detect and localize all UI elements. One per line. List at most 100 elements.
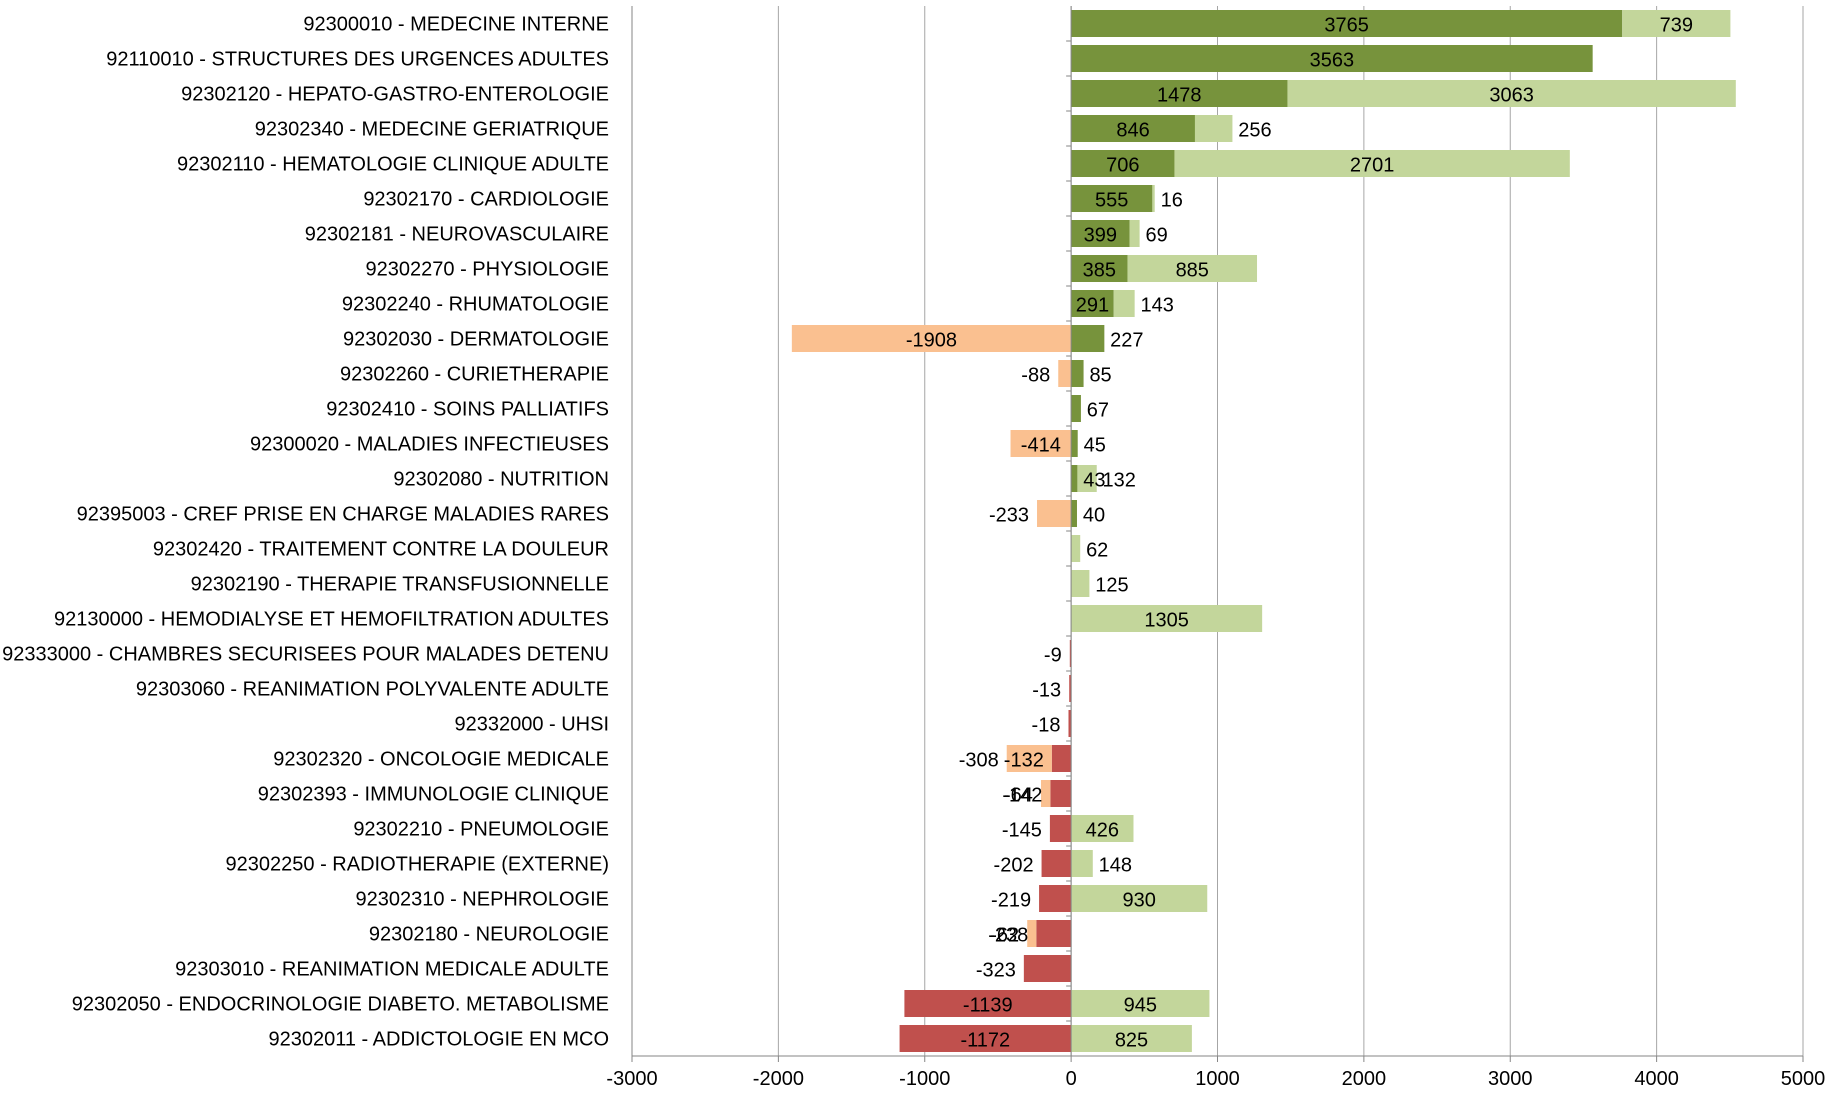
bar-series-1 bbox=[1071, 80, 1288, 107]
bar-series-2 bbox=[1077, 465, 1097, 492]
axis-layer: -3000 -2000 -1000 0 1000 2000 3000 4000 5000 bbox=[606, 6, 1825, 1090]
data-label: 1305 bbox=[1144, 610, 1189, 632]
category-label: 92302180 - NEUROLOGIE bbox=[369, 924, 609, 946]
category-label: 92302110 - HEMATOLOGIE CLINIQUE ADULTE bbox=[177, 154, 609, 176]
bar-series-1 bbox=[1071, 45, 1593, 72]
bar-series-2 bbox=[1058, 360, 1072, 387]
data-label: 69 bbox=[1146, 225, 1168, 247]
data-label: 555 bbox=[1095, 190, 1128, 212]
bar-series-2 bbox=[1194, 115, 1233, 142]
data-label: -1908 bbox=[906, 330, 957, 352]
bar-series-2 bbox=[1006, 745, 1052, 772]
category-label: 92300020 - MALADIES INFECTIEUSES bbox=[250, 434, 609, 456]
bar-series-1 bbox=[1071, 395, 1081, 422]
data-label: -132 bbox=[1004, 750, 1044, 772]
bar-series-1 bbox=[1071, 325, 1105, 352]
bar-series-2 bbox=[1071, 850, 1093, 877]
x-tick-label: 3000 bbox=[1488, 1068, 1533, 1090]
bar-series-1 bbox=[1041, 850, 1072, 877]
category-label: 92302011 - ADDICTOLOGIE EN MCO bbox=[269, 1029, 610, 1051]
data-label: -1139 bbox=[963, 995, 1013, 1017]
x-tick-label: 2000 bbox=[1342, 1068, 1387, 1090]
bar-series-2 bbox=[1287, 80, 1736, 107]
bar-series-2 bbox=[1622, 10, 1731, 37]
category-label: 92302120 - HEPATO-GASTRO-ENTEROLOGIE bbox=[181, 84, 609, 106]
data-label: 706 bbox=[1106, 155, 1139, 177]
data-label: 846 bbox=[1116, 120, 1149, 142]
bar-series-1 bbox=[1039, 885, 1072, 912]
data-label: 3765 bbox=[1324, 15, 1369, 37]
category-label: 92110010 - STRUCTURES DES URGENCES ADULT… bbox=[106, 49, 609, 71]
category-label: 92395003 - CREF PRISE EN CHARGE MALADIES… bbox=[77, 504, 609, 526]
data-label: 885 bbox=[1176, 260, 1209, 282]
data-label: 148 bbox=[1099, 855, 1132, 877]
bar-series-1 bbox=[1051, 745, 1072, 772]
data-label: 85 bbox=[1089, 365, 1111, 387]
category-label: 92302310 - NEPHROLOGIE bbox=[356, 889, 609, 911]
category-label: 92302181 - NEUROVASCULAIRE bbox=[305, 224, 609, 246]
x-tick-label: -2000 bbox=[753, 1068, 804, 1090]
category-label: 92302393 - IMMUNOLOGIE CLINIQUE bbox=[258, 784, 609, 806]
category-label: 92300010 - MEDECINE INTERNE bbox=[303, 14, 609, 36]
data-label: 62 bbox=[1086, 540, 1108, 562]
category-label: 92303010 - REANIMATION MEDICALE ADULTE bbox=[175, 959, 609, 981]
category-label: 92333000 - CHAMBRES SECURISEES POUR MALA… bbox=[2, 644, 609, 666]
data-label: 43 bbox=[1083, 470, 1105, 492]
data-label: -62 bbox=[990, 925, 1019, 947]
bar-series-1 bbox=[1071, 500, 1077, 527]
bar-series-1 bbox=[1071, 360, 1084, 387]
data-label: 385 bbox=[1083, 260, 1116, 282]
data-label: -308 bbox=[959, 750, 999, 772]
data-label: -1172 bbox=[961, 1030, 1011, 1052]
x-tick-label: 1000 bbox=[1195, 1068, 1240, 1090]
bar-series-1 bbox=[1071, 290, 1114, 317]
bar-series-2 bbox=[1071, 815, 1134, 842]
data-label: 399 bbox=[1084, 225, 1117, 247]
category-label: 92302170 - CARDIOLOGIE bbox=[363, 189, 609, 211]
category-label: 92130000 - HEMODIALYSE ET HEMOFILTRATION… bbox=[54, 609, 609, 631]
category-label: 92302250 - RADIOTHERAPIE (EXTERNE) bbox=[226, 854, 609, 876]
data-label: 3563 bbox=[1310, 50, 1355, 72]
bar-series-2 bbox=[1071, 990, 1210, 1017]
bar-series-1 bbox=[1068, 710, 1072, 737]
category-label: 92302080 - NUTRITION bbox=[393, 469, 609, 491]
bar-series-2 bbox=[1071, 535, 1081, 562]
bar-series-1 bbox=[1071, 10, 1623, 37]
data-label: 426 bbox=[1086, 820, 1119, 842]
bar-series-2 bbox=[1127, 255, 1258, 282]
bar-series-2 bbox=[1129, 220, 1140, 247]
category-label: 92302420 - TRAITEMENT CONTRE LA DOULEUR bbox=[153, 539, 609, 561]
data-label: -145 bbox=[1002, 820, 1042, 842]
data-label: -323 bbox=[976, 960, 1016, 982]
x-tick-label: 4000 bbox=[1634, 1068, 1679, 1090]
data-label: 945 bbox=[1124, 995, 1157, 1017]
bar-series-1 bbox=[899, 1025, 1072, 1052]
bar-series-2 bbox=[1113, 290, 1135, 317]
data-label: 825 bbox=[1115, 1030, 1148, 1052]
data-label: 2701 bbox=[1350, 155, 1395, 177]
category-label: 92302030 - DERMATOLOGIE bbox=[343, 329, 609, 351]
category-label: 92302410 - SOINS PALLIATIFS bbox=[326, 399, 609, 421]
data-label: -9 bbox=[1044, 645, 1062, 667]
data-label: -238 bbox=[988, 925, 1028, 947]
bar-series-1 bbox=[1071, 465, 1078, 492]
data-label: -414 bbox=[1021, 435, 1061, 457]
bar-series-1 bbox=[1023, 955, 1072, 982]
data-label: -18 bbox=[1032, 715, 1061, 737]
bar-series-2 bbox=[1071, 1025, 1192, 1052]
data-label: 132 bbox=[1103, 470, 1136, 492]
bar-series-1 bbox=[1069, 675, 1072, 702]
data-label: -88 bbox=[1021, 365, 1050, 387]
bar-series-2 bbox=[1010, 430, 1072, 457]
data-label: 143 bbox=[1140, 295, 1173, 317]
data-label: -142 bbox=[1002, 785, 1042, 807]
x-tick-label: 5000 bbox=[1781, 1068, 1826, 1090]
data-label: 16 bbox=[1161, 190, 1183, 212]
data-label: 1478 bbox=[1157, 85, 1202, 107]
category-label: 92302260 - CURIETHERAPIE bbox=[340, 364, 609, 386]
data-label: -233 bbox=[989, 505, 1029, 527]
data-label: -219 bbox=[991, 890, 1031, 912]
data-label: 930 bbox=[1123, 890, 1156, 912]
